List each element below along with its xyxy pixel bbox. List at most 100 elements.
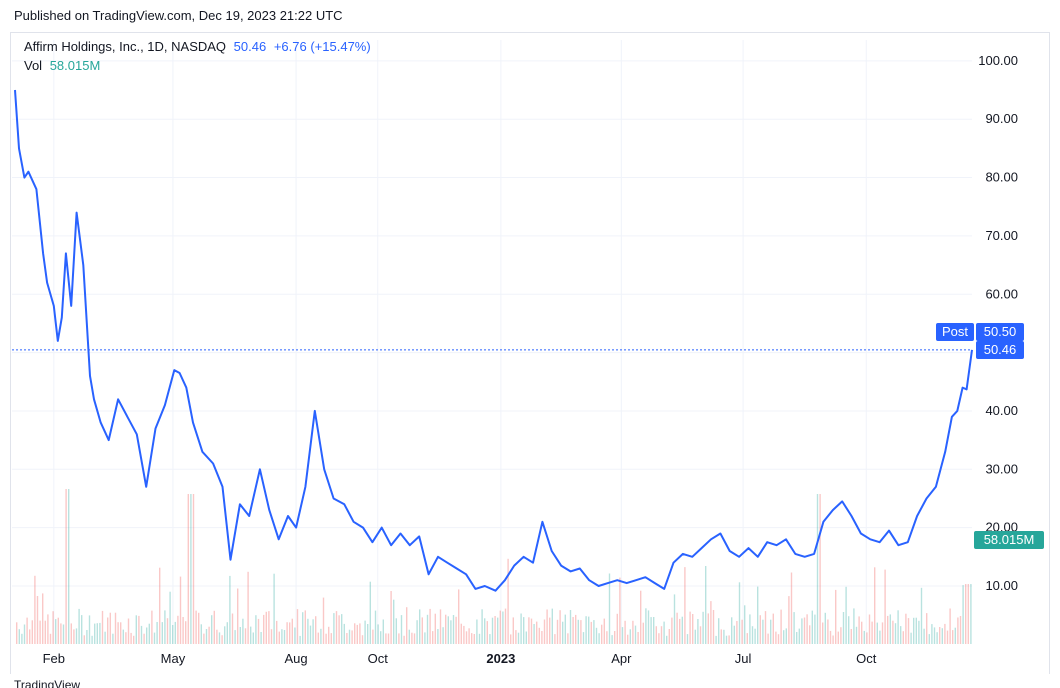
volume-bar xyxy=(460,623,462,644)
volume-bar xyxy=(585,616,587,644)
volume-bar xyxy=(164,610,166,644)
volume-bar xyxy=(91,635,93,644)
volume-bar xyxy=(434,613,436,644)
volume-bar xyxy=(933,627,936,644)
volume-bar xyxy=(653,617,655,644)
volume-bar xyxy=(918,620,920,644)
volume-bar xyxy=(229,575,231,644)
volume-bar xyxy=(595,627,598,644)
volume-bar xyxy=(442,627,444,644)
volume-bar xyxy=(317,632,319,644)
volume-bar xyxy=(543,619,546,644)
volume-bar xyxy=(120,622,122,644)
volume-bar xyxy=(21,633,23,644)
volume-bar xyxy=(190,494,192,644)
volume-bar xyxy=(572,617,574,644)
volume-bar xyxy=(536,621,538,644)
volume-bar xyxy=(957,617,959,644)
volume-bar xyxy=(369,581,371,644)
volume-bar xyxy=(75,628,78,644)
volume-bar xyxy=(486,621,488,644)
volume-bar xyxy=(775,631,777,644)
volume-bar xyxy=(49,633,52,644)
volume-bar xyxy=(231,613,234,644)
x-tick-label: 2023 xyxy=(486,651,515,666)
volume-bar xyxy=(884,569,886,644)
volume-bar xyxy=(471,633,473,644)
volume-bar xyxy=(767,633,769,644)
chart-legend: Affirm Holdings, Inc., 1D, NASDAQ 50.46 … xyxy=(24,37,371,75)
volume-bar xyxy=(559,610,561,644)
volume-bar xyxy=(406,607,408,644)
volume-bar xyxy=(200,624,202,644)
volume-bar xyxy=(848,616,850,644)
volume-bar xyxy=(910,632,912,644)
volume-bar xyxy=(577,619,579,644)
volume-bar xyxy=(824,612,826,644)
volume-bar xyxy=(411,632,413,644)
chart-frame xyxy=(10,32,1050,674)
volume-bar xyxy=(705,566,707,644)
volume-bar xyxy=(302,612,304,644)
volume-bar xyxy=(814,614,816,644)
volume-bar xyxy=(855,626,858,644)
volume-bar xyxy=(746,633,748,644)
volume-bar xyxy=(520,613,522,644)
volume-bar xyxy=(939,627,941,644)
volume-bar xyxy=(291,618,293,644)
price-series-line[interactable] xyxy=(14,89,973,592)
volume-bar xyxy=(130,632,132,644)
volume-bar xyxy=(900,626,902,644)
volume-bar xyxy=(88,615,91,644)
volume-bar xyxy=(325,633,327,644)
volume-bar xyxy=(699,626,702,644)
volume-bar xyxy=(78,608,80,644)
volume-bar xyxy=(361,635,364,644)
volume-bar xyxy=(764,611,767,644)
volume-bar xyxy=(523,617,525,644)
volume-bar xyxy=(829,630,832,644)
volume-bar xyxy=(673,594,676,644)
volume-bar xyxy=(780,609,782,644)
volume-bar xyxy=(455,616,457,644)
volume-bar xyxy=(450,620,452,644)
volume-bar xyxy=(96,623,98,644)
volume-badge-value: 58.015M xyxy=(984,532,1035,547)
volume-bar xyxy=(533,624,535,644)
volume-bar xyxy=(645,608,647,644)
volume-bar xyxy=(213,610,215,644)
volume-bar xyxy=(153,632,156,644)
volume-bar xyxy=(616,613,618,644)
volume-bar xyxy=(541,631,543,644)
volume-bar xyxy=(244,628,247,644)
volume-bar xyxy=(107,617,109,644)
volume-bar xyxy=(286,622,288,644)
volume-bar xyxy=(372,629,374,644)
volume-bar xyxy=(250,626,252,644)
volume-bar xyxy=(62,624,65,644)
x-tick-label: Oct xyxy=(368,651,389,666)
volume-bar xyxy=(426,614,429,644)
volume-bar xyxy=(398,633,400,644)
volume-bar xyxy=(481,609,483,644)
volume-bar xyxy=(546,609,548,644)
volume-bar xyxy=(772,613,774,644)
post-badge-price: 50.50 xyxy=(984,324,1017,339)
volume-bar xyxy=(393,599,395,644)
volume-bar xyxy=(226,622,228,644)
volume-bar xyxy=(853,608,855,644)
volume-bar xyxy=(416,620,418,644)
volume-bar xyxy=(309,625,312,644)
volume-bar xyxy=(733,625,735,644)
volume-bar xyxy=(484,618,486,644)
volume-bar xyxy=(686,634,689,644)
volume-bar xyxy=(70,623,72,644)
volume-bar xyxy=(598,633,600,644)
volume-bar xyxy=(333,613,335,644)
volume-bar xyxy=(367,624,369,644)
volume-bar xyxy=(837,631,839,644)
volume-bar xyxy=(590,621,592,644)
volume-bar xyxy=(881,622,884,644)
volume-bar xyxy=(874,567,876,644)
